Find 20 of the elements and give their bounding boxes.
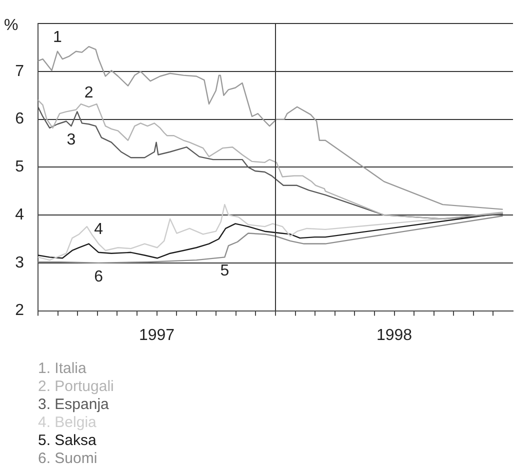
- annotation: 1: [53, 28, 62, 46]
- annotation: 6: [94, 268, 104, 286]
- y-tick-label: 6: [15, 110, 24, 128]
- annotation: 3: [66, 131, 76, 148]
- text: 6. Suomi: [38, 450, 98, 468]
- x-tick-label: 1997: [138, 326, 175, 344]
- y-tick-label: 2: [15, 302, 24, 320]
- y-tick-label: 5: [15, 158, 24, 176]
- text: 2. Portugali: [38, 378, 114, 396]
- y-tick-label: 4: [15, 206, 24, 224]
- annotation: 4: [94, 221, 104, 238]
- text: 1. Italia: [38, 360, 88, 378]
- text: 5. Saksa: [38, 432, 98, 450]
- y-axis-title: %: [4, 17, 18, 34]
- text: 3. Espanja: [38, 396, 110, 414]
- annotation: 5: [220, 262, 230, 280]
- x-tick-label: 1998: [376, 326, 412, 344]
- y-tick-label: 3: [15, 254, 24, 272]
- annotation: 2: [84, 84, 94, 102]
- y-tick-label: 7: [15, 62, 24, 80]
